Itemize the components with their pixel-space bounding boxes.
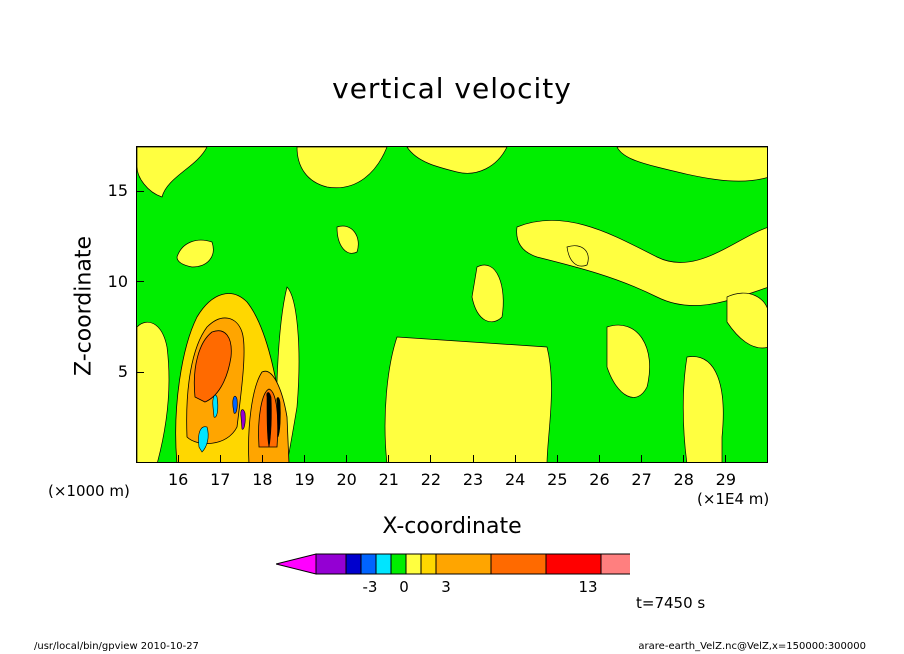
x-tick-label: 24	[505, 470, 526, 489]
colorbar-swatch	[405, 553, 422, 575]
y-tick-mark	[136, 190, 144, 192]
x-tick-mark	[683, 455, 685, 463]
colorbar-label: 3	[441, 578, 451, 596]
y-axis-label: Z-coordinate	[71, 236, 97, 376]
x-tick-mark	[346, 455, 348, 463]
colorbar-swatch	[375, 553, 392, 575]
colorbar-label: 13	[578, 578, 598, 596]
colorbar-swatch	[490, 553, 547, 575]
colorbar-swatch	[390, 553, 407, 575]
y-tick-label: 10	[107, 271, 128, 291]
colorbar-swatch	[276, 553, 317, 575]
y-tick-mark	[136, 371, 144, 373]
x-tick-mark	[219, 455, 221, 463]
x-tick-label: 28	[673, 470, 694, 489]
colorbar-swatch	[360, 553, 377, 575]
downdraft-cores	[198, 392, 281, 453]
x-tick-mark	[514, 455, 516, 463]
contour-field	[137, 147, 767, 462]
colorbar-label: 0	[399, 578, 409, 596]
updraft-cell	[175, 293, 290, 462]
x-tick-label: 20	[336, 470, 357, 489]
x-tick-mark	[177, 455, 179, 463]
footer-program: /usr/local/bin/gpview 2010-10-27	[34, 641, 199, 652]
x-tick-mark	[556, 455, 558, 463]
time-label: t=7450 s	[636, 594, 706, 612]
x-tick-label: 16	[167, 470, 189, 489]
x-unit-right: (×1E4 m)	[697, 490, 770, 508]
x-tick-mark	[472, 455, 474, 463]
x-tick-label: 21	[378, 470, 399, 489]
x-tick-label: 25	[547, 470, 568, 489]
x-unit-left: (×1000 m)	[48, 482, 130, 500]
x-tick-label: 19	[294, 470, 315, 489]
colorbar-label: -3	[362, 578, 378, 596]
colorbar-swatch	[420, 553, 437, 575]
x-tick-label: 17	[210, 470, 231, 489]
x-axis-label: X-coordinate	[382, 514, 522, 539]
x-tick-label: 23	[462, 470, 484, 489]
footer-file: arare-earth_VelZ.nc@VelZ,x=150000:300000	[638, 641, 866, 652]
x-tick-label: 18	[252, 470, 273, 489]
x-tick-mark	[430, 455, 432, 463]
x-tick-label: 27	[631, 470, 652, 489]
y-tick-label: 5	[117, 362, 128, 382]
colorbar-swatch	[315, 553, 347, 575]
x-tick-mark	[388, 455, 390, 463]
x-tick-label: 26	[589, 470, 610, 489]
x-tick-mark	[725, 455, 727, 463]
colorbar-swatch	[545, 553, 602, 575]
y-tick-label: 15	[107, 181, 128, 201]
yellow-regions	[137, 147, 767, 462]
y-tick-mark	[136, 281, 144, 283]
x-tick-mark	[598, 455, 600, 463]
x-tick-mark	[641, 455, 643, 463]
chart-title: vertical velocity	[332, 72, 572, 105]
colorbar-swatch	[345, 553, 362, 575]
x-tick-mark	[304, 455, 306, 463]
colorbar-swatch	[600, 553, 630, 575]
plot-area	[136, 146, 768, 463]
x-tick-label: 29	[715, 470, 737, 489]
x-tick-mark	[261, 455, 263, 463]
colorbar	[276, 553, 630, 575]
colorbar-swatch	[435, 553, 492, 575]
x-tick-label: 22	[420, 470, 442, 489]
